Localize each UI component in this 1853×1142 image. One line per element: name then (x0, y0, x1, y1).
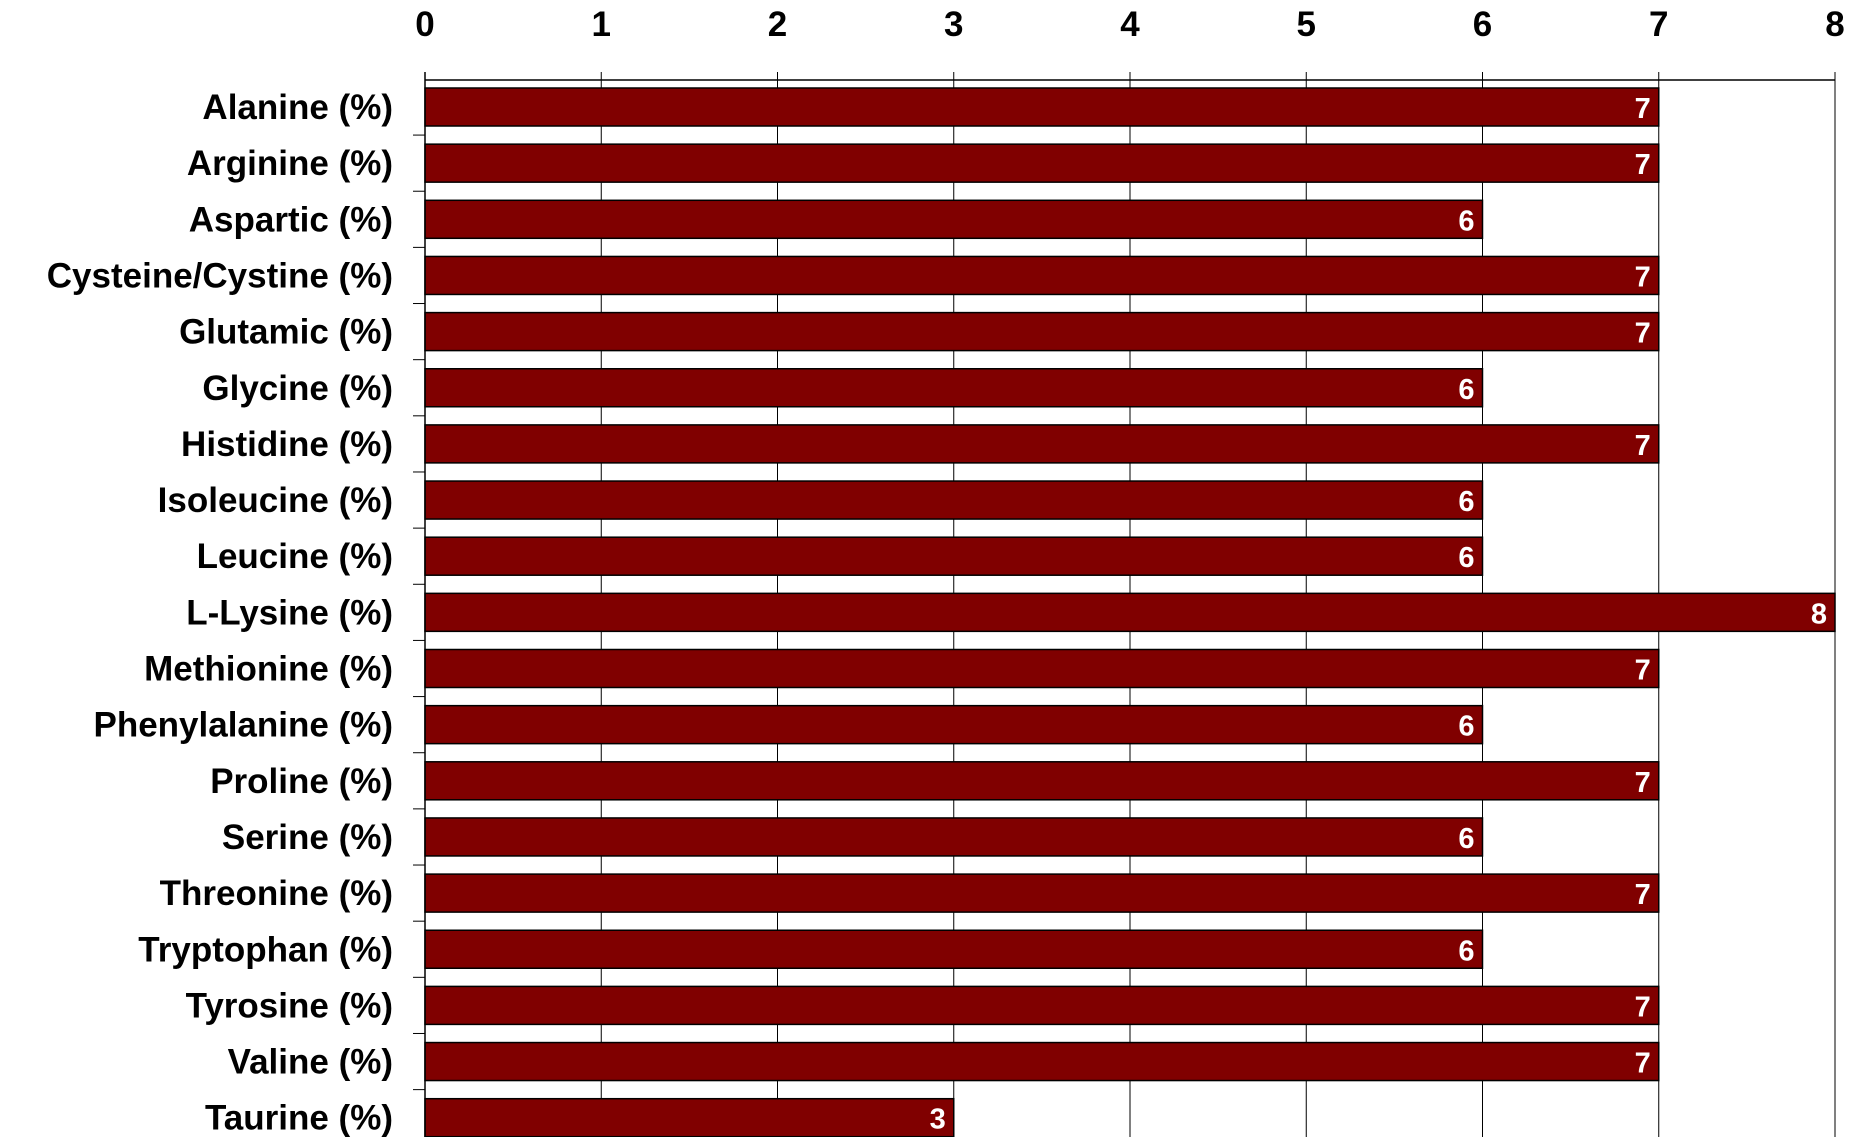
data-label: 7 (1635, 93, 1651, 125)
category-label: Histidine (%) (181, 425, 393, 464)
data-label: 6 (1458, 935, 1474, 967)
x-tick-label: 4 (1120, 5, 1140, 44)
x-tick-label: 3 (944, 5, 963, 44)
category-label: Isoleucine (%) (158, 481, 393, 520)
category-label: Threonine (%) (160, 874, 393, 913)
bar (424, 143, 1660, 183)
data-label: 7 (1635, 149, 1651, 181)
category-label: Tryptophan (%) (138, 930, 393, 969)
bar (424, 873, 1660, 913)
bar (424, 255, 1660, 296)
category-label: Phenylalanine (%) (93, 706, 393, 745)
bar (424, 311, 1660, 352)
data-label: 7 (1635, 1048, 1651, 1080)
data-label: 7 (1635, 879, 1651, 911)
bar (424, 424, 1660, 464)
axes (413, 72, 1836, 1137)
category-label: Alanine (%) (202, 88, 393, 127)
data-label: 6 (1458, 711, 1474, 743)
bar (424, 985, 1660, 1026)
data-label: 7 (1635, 655, 1651, 687)
bar (424, 1097, 955, 1138)
bar (424, 1041, 1660, 1082)
category-label: Proline (%) (210, 762, 393, 801)
x-tick-label: 8 (1825, 5, 1844, 44)
category-label: Arginine (%) (187, 144, 393, 183)
data-label: 6 (1458, 823, 1474, 855)
bar (424, 929, 1484, 969)
category-label: Cysteine/Cystine (%) (47, 256, 393, 295)
data-label: 7 (1635, 991, 1651, 1023)
x-tick-label: 5 (1297, 5, 1316, 44)
bars (424, 87, 1836, 1138)
bar (424, 592, 1836, 633)
category-label: Glycine (%) (202, 369, 393, 408)
x-tick-label: 1 (592, 5, 611, 44)
x-tick-label: 0 (415, 5, 434, 44)
data-label: 6 (1458, 374, 1474, 406)
x-tick-label: 7 (1649, 5, 1668, 44)
bar (424, 199, 1484, 240)
category-label: Glutamic (%) (179, 313, 393, 352)
category-label: Valine (%) (228, 1043, 393, 1082)
data-label: 7 (1635, 261, 1651, 293)
data-label: 6 (1458, 205, 1474, 237)
category-label: Taurine (%) (205, 1099, 393, 1137)
category-label: Serine (%) (222, 818, 393, 857)
bar (424, 87, 1660, 127)
data-label: 7 (1635, 318, 1651, 350)
data-label: 6 (1458, 486, 1474, 518)
bar (424, 648, 1660, 689)
labels: 0 1 2 3 4 5 6 7 8 Alanine (%) 7 Arginine (%) 7 Aspart… (47, 5, 1845, 1138)
bar (424, 704, 1484, 745)
data-label: 7 (1635, 430, 1651, 462)
x-tick-label: 2 (768, 5, 787, 44)
bar (424, 536, 1484, 576)
data-label: 7 (1635, 767, 1651, 799)
x-tick-label: 6 (1473, 5, 1492, 44)
category-label: L-Lysine (%) (186, 593, 393, 632)
category-label: Methionine (%) (144, 650, 393, 689)
data-label: 6 (1458, 542, 1474, 574)
bar (424, 817, 1484, 857)
bar (424, 368, 1484, 408)
category-label: Tyrosine (%) (186, 986, 393, 1025)
bar (424, 480, 1484, 520)
data-label: 8 (1811, 598, 1827, 630)
category-label: Aspartic (%) (189, 200, 393, 239)
bar (424, 761, 1660, 801)
category-label: Leucine (%) (197, 537, 393, 576)
data-label: 3 (930, 1104, 946, 1136)
